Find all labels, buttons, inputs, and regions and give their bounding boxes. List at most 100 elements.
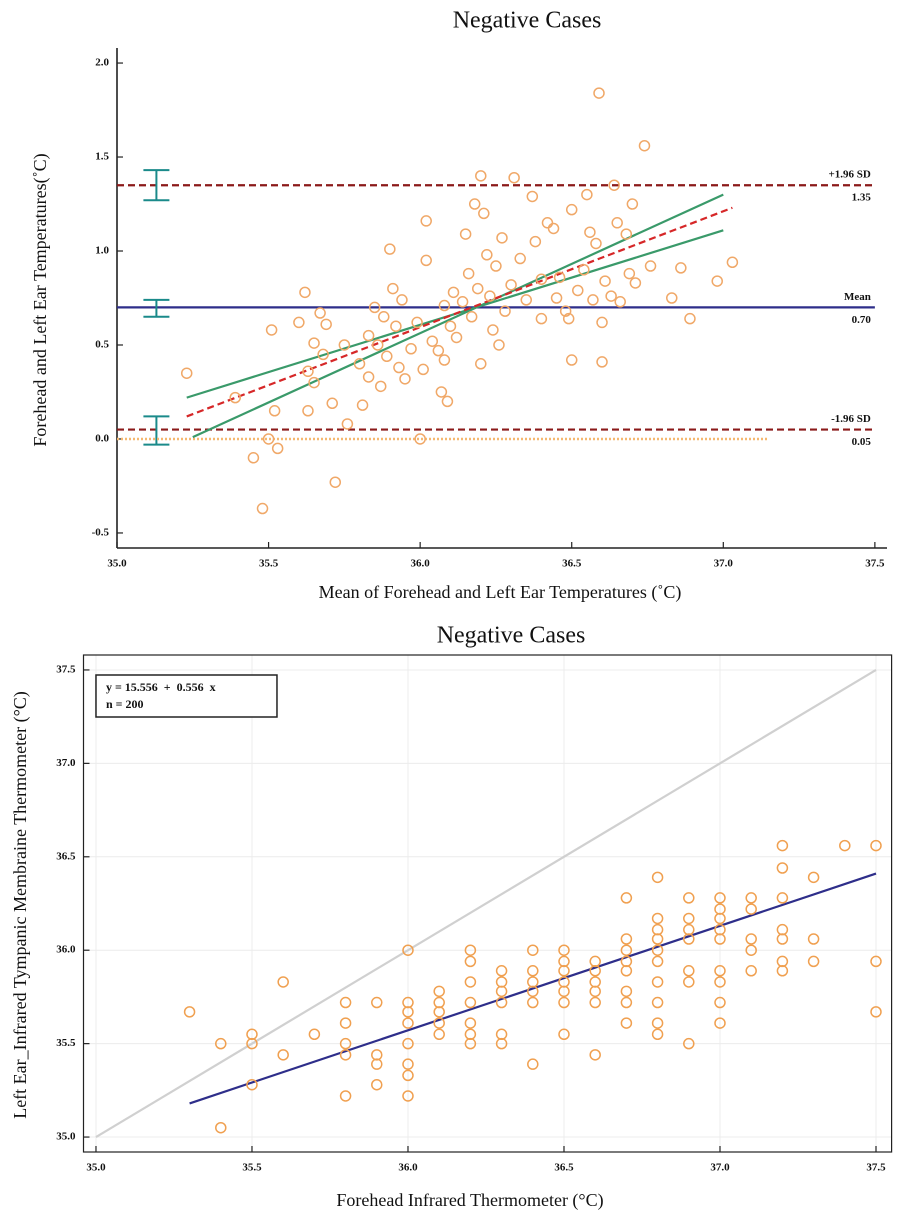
point bbox=[271, 442, 284, 455]
point bbox=[464, 996, 477, 1009]
point bbox=[581, 188, 593, 201]
point bbox=[776, 965, 789, 977]
reference-value: 0.70 bbox=[852, 314, 872, 326]
point bbox=[433, 985, 445, 998]
point bbox=[374, 380, 387, 393]
y-axis-label: Forehead and Left Ear Temperatures(˚C) bbox=[30, 153, 51, 446]
point bbox=[495, 996, 508, 1009]
point bbox=[362, 371, 375, 383]
point bbox=[302, 365, 314, 378]
point bbox=[541, 217, 554, 229]
point bbox=[329, 476, 342, 488]
point bbox=[611, 217, 623, 229]
point bbox=[683, 965, 695, 977]
point bbox=[495, 965, 508, 977]
fit-line bbox=[192, 193, 724, 439]
point bbox=[396, 294, 408, 306]
point bbox=[417, 363, 429, 376]
point bbox=[464, 1017, 477, 1029]
point bbox=[302, 405, 314, 417]
point bbox=[684, 312, 696, 325]
point bbox=[464, 1028, 477, 1041]
point bbox=[839, 839, 851, 852]
point bbox=[651, 996, 664, 1009]
point bbox=[390, 320, 402, 332]
point bbox=[593, 87, 605, 99]
point bbox=[277, 1049, 289, 1061]
point bbox=[807, 933, 820, 945]
reference-name: Mean bbox=[844, 291, 871, 303]
point bbox=[553, 271, 566, 284]
point bbox=[368, 301, 381, 314]
plot-frame bbox=[82, 654, 893, 1153]
point bbox=[339, 1090, 352, 1102]
point bbox=[265, 324, 278, 336]
reference-value: 1.35 bbox=[852, 192, 872, 204]
point bbox=[420, 254, 432, 267]
point bbox=[651, 1028, 664, 1041]
y-tick-label: 0.5 bbox=[95, 339, 109, 351]
point bbox=[308, 337, 320, 349]
point bbox=[447, 286, 460, 299]
point bbox=[587, 294, 599, 306]
point bbox=[268, 405, 281, 417]
reference-name: -1.96 SD bbox=[831, 413, 871, 425]
point bbox=[326, 397, 338, 410]
point bbox=[277, 976, 289, 988]
point bbox=[371, 996, 383, 1009]
point bbox=[495, 976, 508, 988]
point bbox=[559, 305, 572, 317]
point bbox=[745, 965, 757, 977]
point bbox=[644, 260, 657, 272]
x-tick-label: 36.5 bbox=[554, 1162, 574, 1174]
point bbox=[514, 252, 526, 265]
point bbox=[651, 976, 664, 988]
point bbox=[614, 296, 626, 308]
point bbox=[246, 1078, 258, 1091]
point bbox=[402, 944, 414, 956]
point bbox=[550, 292, 563, 304]
point bbox=[714, 965, 726, 977]
point bbox=[438, 354, 451, 366]
point bbox=[683, 933, 695, 945]
x-tick-label: 37.5 bbox=[866, 1162, 886, 1174]
point bbox=[714, 976, 726, 988]
x-axis-label: Mean of Forehead and Left Ear Temperatur… bbox=[319, 582, 682, 603]
point bbox=[432, 344, 445, 357]
point bbox=[478, 207, 490, 220]
point bbox=[456, 296, 469, 308]
point bbox=[371, 339, 384, 351]
point bbox=[714, 933, 726, 945]
point bbox=[465, 311, 478, 323]
point bbox=[638, 139, 651, 152]
point bbox=[464, 955, 477, 968]
point bbox=[807, 871, 820, 884]
point bbox=[356, 399, 369, 411]
point bbox=[481, 249, 493, 261]
point bbox=[256, 502, 269, 515]
point bbox=[620, 944, 633, 956]
point bbox=[870, 839, 882, 852]
point bbox=[426, 335, 439, 347]
x-tick-label: 35.0 bbox=[86, 1162, 106, 1174]
point bbox=[565, 354, 578, 366]
point bbox=[527, 965, 539, 977]
annotation: n = 200 bbox=[106, 697, 144, 711]
point bbox=[683, 923, 695, 936]
y-tick-label: 36.0 bbox=[56, 944, 76, 956]
point bbox=[666, 292, 678, 304]
point bbox=[620, 985, 633, 998]
point bbox=[596, 356, 608, 368]
point bbox=[247, 452, 260, 464]
point bbox=[527, 944, 539, 956]
point bbox=[381, 350, 393, 363]
point bbox=[378, 311, 390, 323]
point bbox=[339, 996, 352, 1009]
point bbox=[807, 955, 820, 968]
point bbox=[487, 324, 499, 336]
point bbox=[527, 985, 539, 998]
point bbox=[589, 976, 601, 988]
point bbox=[475, 358, 487, 370]
point bbox=[464, 976, 477, 988]
x-tick-label: 36.0 bbox=[398, 1162, 418, 1174]
